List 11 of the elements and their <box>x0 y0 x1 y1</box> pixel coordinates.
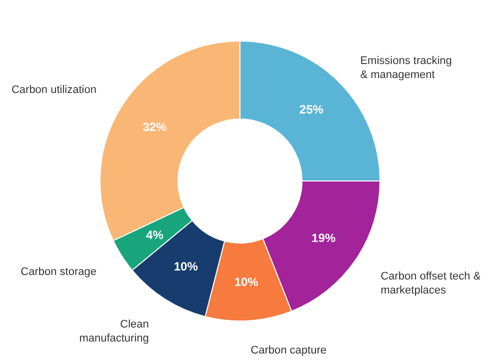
data-label: 4% <box>146 228 164 242</box>
data-label: 10% <box>174 259 198 274</box>
slice-label: Emissions tracking & management <box>360 54 452 81</box>
slice-label: Carbon utilization <box>11 84 96 96</box>
data-label: 10% <box>234 274 259 289</box>
slice-label: Clean manufacturing <box>79 318 149 345</box>
slice-label: Carbon capture <box>250 344 327 357</box>
slice-label: Carbon storage <box>20 266 96 278</box>
data-label: 19% <box>312 230 336 245</box>
data-label: 25% <box>299 102 324 117</box>
data-label: 32% <box>142 120 168 134</box>
